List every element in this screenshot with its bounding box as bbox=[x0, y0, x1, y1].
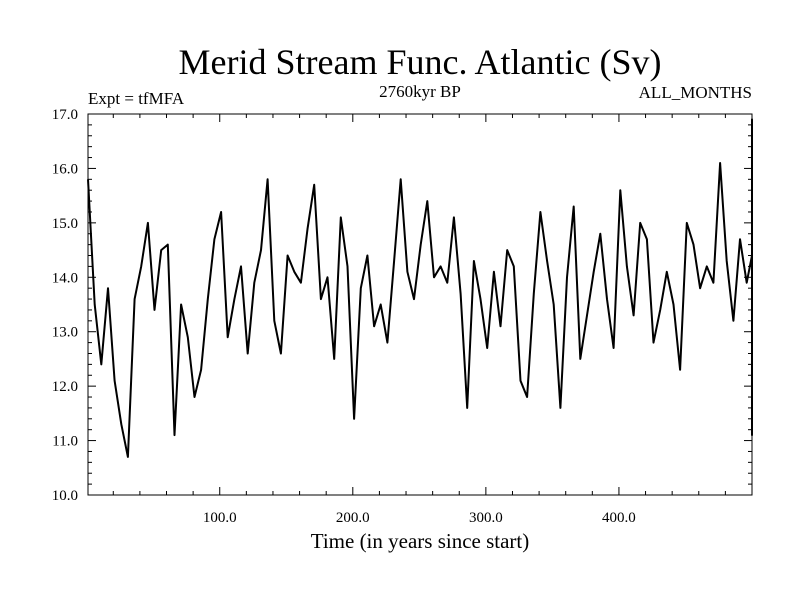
y-tick-label: 13.0 bbox=[52, 325, 78, 341]
y-tick-label: 12.0 bbox=[52, 379, 78, 395]
y-tick-label: 10.0 bbox=[52, 488, 78, 504]
x-axis-label: Time (in years since start) bbox=[311, 529, 530, 553]
x-axis: 100.0 200.0 300.0 400.0 bbox=[112, 114, 726, 526]
plot-frame bbox=[87, 113, 753, 496]
chart-title: Merid Stream Func. Atlantic (Sv) bbox=[179, 42, 662, 82]
experiment-label: Expt = tfMFA bbox=[88, 89, 185, 108]
epoch-label: 2760kyr BP bbox=[379, 82, 461, 101]
months-label: ALL_MONTHS bbox=[639, 83, 752, 102]
x-tick-label: 100.0 bbox=[203, 510, 237, 526]
y-tick-label: 14.0 bbox=[52, 270, 78, 286]
x-tick-label: 200.0 bbox=[336, 510, 370, 526]
y-tick-label: 15.0 bbox=[52, 216, 78, 232]
x-tick-label: 300.0 bbox=[469, 510, 503, 526]
y-axis: 10.0 11.0 12.0 13.0 14.0 15.0 16.0 17.0 bbox=[52, 107, 752, 504]
series-line-atlantic-moc bbox=[87, 118, 753, 458]
x-tick-label: 400.0 bbox=[602, 510, 636, 526]
y-tick-label: 17.0 bbox=[52, 107, 78, 123]
y-tick-label: 11.0 bbox=[52, 434, 78, 450]
y-tick-label: 16.0 bbox=[52, 161, 78, 177]
